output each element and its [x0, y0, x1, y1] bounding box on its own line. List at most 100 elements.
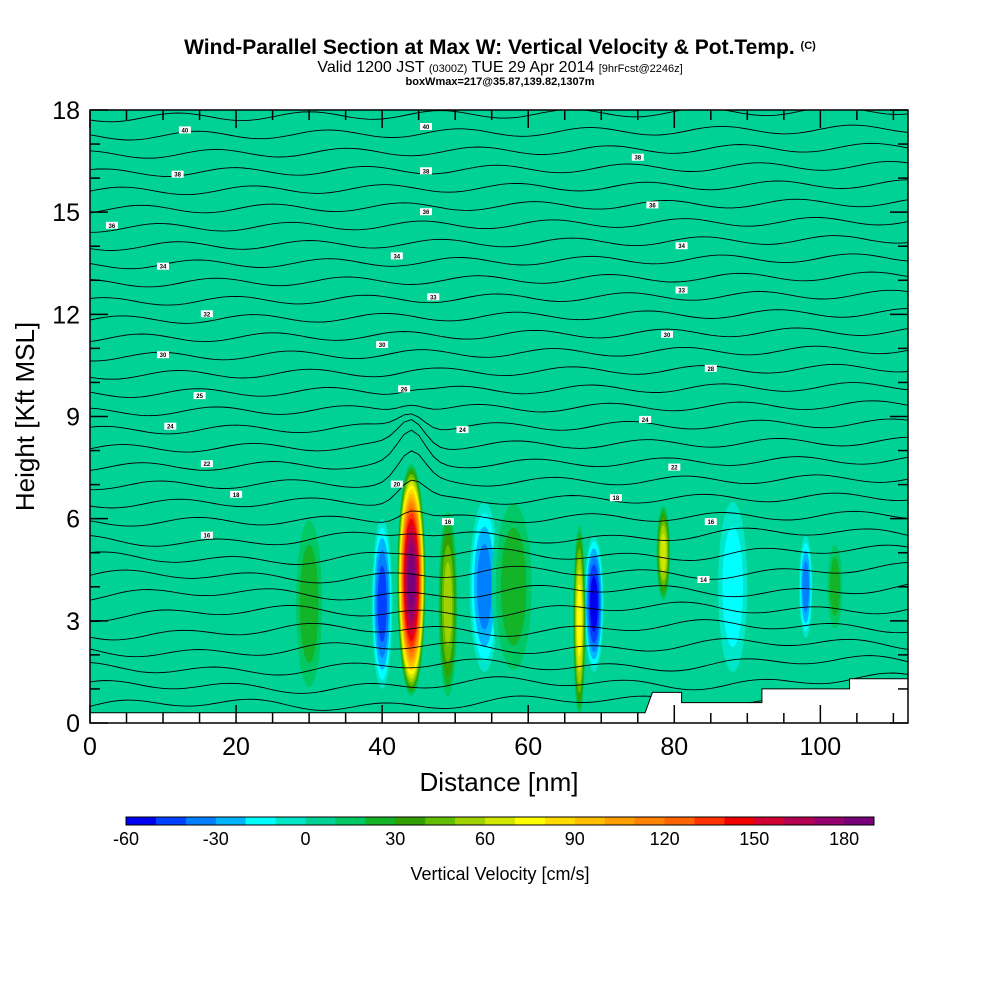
contour-label: 38	[423, 169, 430, 175]
contour-label-bg	[704, 364, 717, 372]
contour-label-bg	[704, 518, 717, 526]
colorbar-label: Vertical Velocity [cm/s]	[410, 864, 589, 884]
x-tick-label: 20	[222, 733, 250, 761]
contour-label-bg	[200, 531, 213, 539]
updraft-cell	[299, 544, 319, 663]
contour-label-bg	[646, 201, 659, 209]
contour-label: 16	[445, 520, 452, 526]
colorbar-tick-label: 0	[300, 829, 310, 849]
isentrope-line	[90, 161, 908, 177]
downdraft-cell	[722, 526, 744, 647]
y-axis-label: Height [Kft MSL]	[10, 322, 40, 511]
contour-label: 25	[196, 394, 203, 400]
terrain-mask	[90, 678, 908, 723]
contour-label: 34	[160, 265, 167, 271]
contour-label-bg	[420, 167, 432, 175]
isentrope-line	[90, 110, 908, 123]
contour-label: 26	[401, 387, 408, 393]
isentrope-line	[90, 253, 908, 270]
isentrope-line	[90, 655, 908, 676]
contour-label-bg	[697, 576, 710, 583]
colorbar-swatch	[275, 817, 306, 825]
y-tick-label: 0	[66, 710, 80, 738]
isentrope-line	[90, 419, 908, 453]
isentrope-line	[90, 235, 908, 251]
contour-label: 24	[642, 418, 649, 424]
x-tick-label: 60	[514, 733, 542, 761]
updraft-cell	[577, 584, 582, 657]
y-tick-label: 3	[66, 608, 80, 636]
valid-date: TUE 29 Apr 2014	[471, 59, 595, 76]
isentrope-line	[90, 271, 908, 288]
x-axis-label: Distance [nm]	[420, 767, 579, 797]
isentrope-line	[90, 413, 908, 435]
colorbar-swatch	[215, 817, 247, 825]
isentrope-line	[90, 142, 908, 159]
isentrope-line	[90, 382, 908, 398]
contour-label-bg	[171, 170, 184, 178]
field-layer: 40 40 38 38 38 36 36 36 34 34 34 33 33 32 30 30 30 28 26 25…	[90, 110, 908, 723]
y-tick-label: 15	[52, 199, 80, 227]
contour-label-bg	[105, 221, 118, 229]
isentrope-line	[90, 124, 908, 141]
chart-title-text: Wind-Parallel Section at Max W: Vertical…	[184, 36, 795, 59]
contour-label: 14	[700, 578, 707, 584]
contour-label-bg	[164, 422, 177, 430]
chart-title: Wind-Parallel Section at Max W: Vertical…	[0, 36, 1000, 60]
isentrope-line	[90, 308, 908, 324]
colorbar-swatch	[185, 817, 217, 825]
forecast-info: [9hrFcst@2246z]	[598, 63, 683, 75]
isentrope-line	[90, 327, 908, 343]
contour-label-bg	[193, 392, 206, 400]
colorbar-swatch	[365, 817, 396, 825]
colorbar-swatch	[455, 817, 486, 825]
updraft-cell	[660, 533, 667, 573]
downdraft-cell	[377, 565, 387, 642]
contour-label-bg	[631, 153, 644, 161]
downdraft-cell	[590, 576, 598, 632]
colorbar-swatch	[784, 817, 815, 825]
colorbar-swatch	[544, 817, 576, 825]
contour-label-bg	[609, 494, 622, 502]
contour-label: 18	[613, 496, 620, 502]
contour-label-bg	[456, 426, 469, 434]
contour-label-bg	[390, 252, 403, 260]
isentrope-line	[90, 198, 908, 214]
valid-zulu: (0300Z)	[428, 63, 468, 75]
contour-label: 30	[379, 343, 386, 349]
contour-label: 32	[204, 312, 211, 318]
colorbar-swatch	[574, 817, 606, 825]
colorbar-swatch	[155, 817, 187, 825]
contour-label: 36	[423, 210, 430, 216]
isentrope-line	[90, 619, 908, 641]
colorbar-swatch	[395, 817, 426, 825]
updraft-cell	[443, 562, 453, 646]
chart-subtitle: Valid 1200 JST (0300Z) TUE 29 Apr 2014 […	[0, 59, 1000, 77]
downdraft-cell	[477, 544, 492, 630]
isentrope-line	[90, 400, 908, 417]
contour-label: 40	[423, 125, 430, 131]
colorbar-swatch	[604, 817, 636, 825]
colorbar-swatch	[335, 817, 366, 825]
colorbar-swatch	[245, 817, 277, 825]
colorbar-tick-label: 30	[385, 829, 405, 849]
contour-label-bg	[390, 480, 403, 488]
contour-label: 34	[678, 244, 685, 250]
isentrope-line	[90, 429, 908, 471]
colorbar-tick-label: 120	[650, 829, 680, 849]
contour-label: 16	[707, 520, 714, 526]
contour-label: 16	[204, 534, 211, 540]
colorbar-tick-label: -60	[113, 829, 139, 849]
contour-label-bg	[675, 242, 688, 250]
contour-label: 30	[664, 333, 671, 339]
contour-label: 38	[174, 173, 181, 179]
contour-label-bg	[157, 351, 169, 359]
contour-label: 33	[430, 295, 437, 301]
colorbar-swatch	[664, 817, 695, 825]
contour-label-bg	[157, 262, 169, 270]
contour-label-bg	[441, 518, 454, 526]
contour-label: 36	[109, 224, 116, 230]
isentrope-line	[90, 583, 908, 601]
colorbar-swatch	[126, 817, 157, 825]
contour-label: 38	[634, 156, 641, 162]
